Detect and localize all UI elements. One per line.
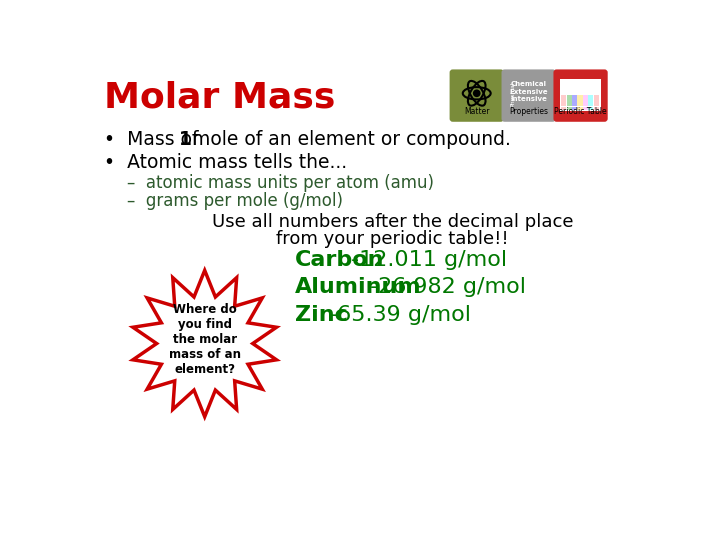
Text: mole of an element or compound.: mole of an element or compound. [186,130,511,149]
Bar [567,107,572,110]
FancyBboxPatch shape [502,70,556,122]
Bar [594,107,599,110]
Bar [588,95,593,99]
Text: –  atomic mass units per atom (amu): – atomic mass units per atom (amu) [127,174,434,192]
FancyBboxPatch shape [554,70,608,122]
Text: Molar Mass: Molar Mass [104,80,336,114]
FancyBboxPatch shape [560,79,600,111]
Text: -12.011 g/mol: -12.011 g/mol [351,249,508,269]
Circle shape [473,90,481,97]
Text: Where do
you find
the molar
mass of an
element?: Where do you find the molar mass of an e… [168,303,240,376]
Text: Chemical
Extensive
Intensive: Chemical Extensive Intensive [509,81,548,102]
Bar [561,99,566,103]
Bar [583,95,588,99]
Bar [561,103,566,106]
Bar [583,103,588,106]
Text: -26.982 g/mol: -26.982 g/mol [370,276,526,296]
Text: from your periodic table!!: from your periodic table!! [276,230,508,247]
Text: Properties: Properties [509,106,548,116]
Bar [588,103,593,106]
Text: •  Mass of: • Mass of [104,130,204,149]
Bar [583,99,588,103]
Text: -65.39 g/mol: -65.39 g/mol [330,305,472,325]
Bar [572,103,577,106]
Bar [572,99,577,103]
Bar [561,107,566,110]
Text: Periodic Table: Periodic Table [554,106,607,116]
Text: Carbon: Carbon [295,249,385,269]
Text: 1: 1 [179,130,192,149]
Bar [577,99,582,103]
Bar [594,99,599,103]
Text: Aluminum: Aluminum [295,276,422,296]
Text: Use all numbers after the decimal place: Use all numbers after the decimal place [212,213,573,231]
Bar [594,103,599,106]
Text: •  Atomic mass tells the...: • Atomic mass tells the... [104,153,347,172]
Bar [572,107,577,110]
Text: Matter: Matter [464,106,490,116]
Bar [577,95,582,99]
Text: –  grams per mole (g/mol): – grams per mole (g/mol) [127,192,343,210]
Bar [588,99,593,103]
Bar [588,107,593,110]
Polygon shape [133,271,276,417]
FancyBboxPatch shape [449,70,504,122]
Bar [567,103,572,106]
Bar [583,107,588,110]
Bar [577,107,582,110]
Bar [577,103,582,106]
Bar [594,95,599,99]
Text: Zinc: Zinc [295,305,348,325]
Bar [572,95,577,99]
Bar [567,95,572,99]
Bar [567,99,572,103]
Text: Physical: Physical [510,82,516,107]
Bar [561,95,566,99]
